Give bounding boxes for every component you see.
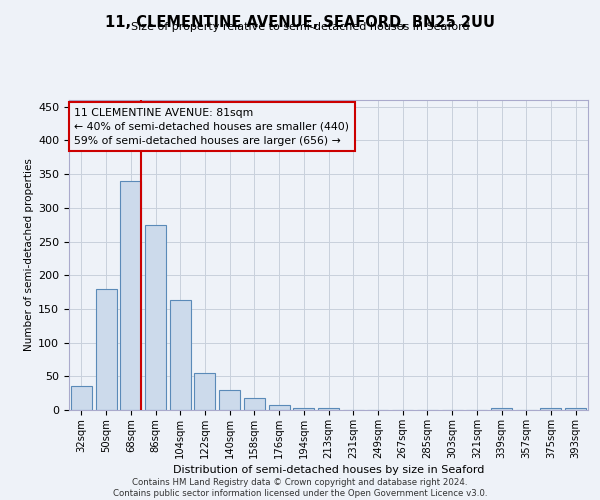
Bar bbox=[219, 390, 240, 410]
Text: Size of property relative to semi-detached houses in Seaford: Size of property relative to semi-detach… bbox=[131, 22, 469, 32]
Y-axis label: Number of semi-detached properties: Number of semi-detached properties bbox=[24, 158, 34, 352]
Bar bbox=[71, 386, 92, 410]
Bar bbox=[95, 288, 116, 410]
Bar bbox=[244, 398, 265, 410]
Bar bbox=[145, 224, 166, 410]
Bar bbox=[194, 373, 215, 410]
Bar bbox=[269, 404, 290, 410]
Bar bbox=[491, 408, 512, 410]
Bar bbox=[541, 408, 562, 410]
Text: 11 CLEMENTINE AVENUE: 81sqm
← 40% of semi-detached houses are smaller (440)
59% : 11 CLEMENTINE AVENUE: 81sqm ← 40% of sem… bbox=[74, 108, 349, 146]
Bar bbox=[170, 300, 191, 410]
X-axis label: Distribution of semi-detached houses by size in Seaford: Distribution of semi-detached houses by … bbox=[173, 465, 484, 475]
Bar bbox=[120, 181, 141, 410]
Bar bbox=[565, 408, 586, 410]
Bar bbox=[318, 408, 339, 410]
Text: 11, CLEMENTINE AVENUE, SEAFORD, BN25 2UU: 11, CLEMENTINE AVENUE, SEAFORD, BN25 2UU bbox=[105, 15, 495, 30]
Text: Contains HM Land Registry data © Crown copyright and database right 2024.
Contai: Contains HM Land Registry data © Crown c… bbox=[113, 478, 487, 498]
Bar bbox=[293, 408, 314, 410]
